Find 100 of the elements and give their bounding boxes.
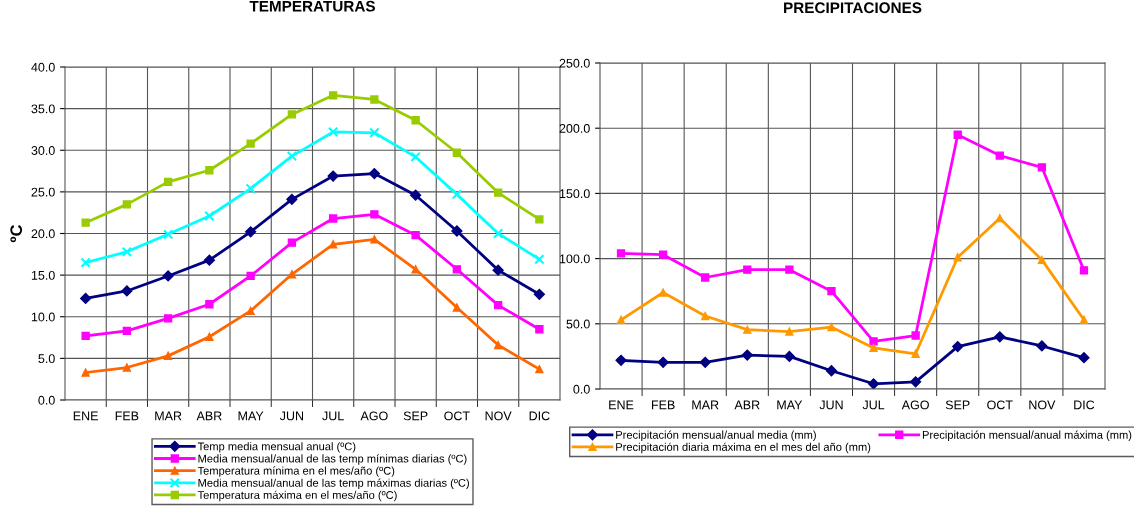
point bbox=[81, 368, 90, 377]
y-tick-label: 40.0 bbox=[31, 62, 55, 72]
x-tick-label: OCT bbox=[444, 411, 470, 421]
point bbox=[410, 189, 422, 201]
point bbox=[328, 240, 338, 249]
point bbox=[162, 270, 174, 282]
point bbox=[122, 363, 132, 372]
point bbox=[827, 287, 836, 296]
point bbox=[287, 110, 297, 119]
point bbox=[452, 148, 462, 157]
legend-label: Media mensual/anual de las temp mínimas diarias (ºC) bbox=[198, 454, 467, 465]
y-axis-title: ºC bbox=[10, 224, 23, 243]
point bbox=[451, 189, 463, 200]
point bbox=[204, 210, 215, 222]
x-tick-label: NOV bbox=[485, 411, 512, 421]
y-tick-label: 25.0 bbox=[31, 187, 55, 197]
x-tick-label: ABR bbox=[734, 400, 760, 410]
point bbox=[1078, 352, 1090, 364]
point bbox=[205, 300, 214, 309]
point bbox=[246, 139, 255, 148]
point bbox=[533, 288, 545, 300]
legend-label: Precipitación diaria máxima en el mes del año (mm) bbox=[616, 442, 871, 454]
legend-label: Temperatura mínima en el mes/año (ºC) bbox=[197, 466, 395, 477]
point bbox=[286, 193, 298, 205]
point bbox=[658, 288, 668, 297]
point bbox=[867, 378, 880, 389]
point bbox=[162, 229, 174, 240]
point bbox=[910, 376, 922, 388]
point bbox=[245, 183, 256, 194]
x-tick-label: NOV bbox=[1029, 400, 1056, 410]
x-tick-label: ABR bbox=[196, 411, 222, 421]
point bbox=[1037, 255, 1047, 265]
point bbox=[205, 332, 214, 341]
y-tick-label: 35.0 bbox=[31, 104, 55, 114]
point bbox=[785, 327, 794, 336]
point bbox=[368, 167, 380, 180]
x-tick-label: JUN bbox=[279, 411, 304, 421]
y-tick-label: 100.0 bbox=[559, 254, 590, 264]
x-tick-label: OCT bbox=[987, 400, 1013, 410]
point bbox=[534, 254, 545, 265]
point bbox=[616, 315, 626, 325]
point bbox=[535, 325, 544, 334]
point bbox=[953, 253, 962, 262]
point bbox=[825, 365, 838, 377]
point bbox=[246, 271, 255, 281]
point bbox=[121, 246, 133, 258]
point bbox=[205, 166, 214, 175]
point bbox=[163, 314, 173, 323]
point bbox=[122, 326, 132, 336]
point bbox=[163, 351, 173, 361]
y-tick-label: 5.0 bbox=[38, 354, 55, 364]
point bbox=[1037, 163, 1047, 172]
y-tick-label: 30.0 bbox=[31, 146, 55, 155]
y-tick-label: 0.0 bbox=[573, 384, 590, 394]
point bbox=[827, 322, 836, 332]
point bbox=[452, 303, 462, 312]
point bbox=[493, 188, 503, 197]
x-tick-label: JUN bbox=[819, 400, 843, 410]
point bbox=[658, 250, 668, 259]
point bbox=[410, 151, 421, 163]
chart-title: PRECIPITACIONES bbox=[784, 2, 922, 14]
point bbox=[328, 214, 338, 223]
point bbox=[911, 349, 920, 358]
point bbox=[121, 285, 133, 297]
point bbox=[246, 306, 255, 316]
x-tick-label: MAR bbox=[155, 411, 182, 421]
x-tick-label: FEB bbox=[115, 411, 139, 421]
point bbox=[370, 95, 379, 104]
legend-label: Temp media mensual anual (ºC) bbox=[197, 442, 356, 453]
point bbox=[81, 218, 90, 227]
y-tick-label: 0.0 bbox=[38, 395, 55, 405]
point bbox=[911, 331, 920, 340]
point bbox=[81, 331, 90, 341]
y-tick-label: 150.0 bbox=[559, 189, 590, 199]
y-tick-label: 200.0 bbox=[559, 124, 590, 133]
y-tick-label: 10.0 bbox=[31, 312, 55, 322]
point bbox=[869, 343, 878, 353]
point bbox=[370, 235, 379, 244]
point bbox=[493, 340, 503, 350]
legend-label: Precipitación mensual/anual máxima (mm) bbox=[922, 430, 1132, 441]
point bbox=[952, 341, 964, 353]
point bbox=[328, 91, 338, 100]
x-tick-label: DIC bbox=[1074, 400, 1095, 410]
x-tick-label: ENE bbox=[609, 400, 634, 410]
point bbox=[785, 265, 794, 274]
point bbox=[287, 270, 297, 279]
point bbox=[451, 225, 463, 237]
point bbox=[701, 311, 710, 321]
y-tick-label: 50.0 bbox=[566, 319, 590, 329]
point bbox=[535, 215, 544, 224]
point bbox=[741, 349, 753, 361]
point bbox=[245, 226, 257, 238]
point bbox=[699, 356, 711, 368]
x-tick-label: MAY bbox=[238, 411, 264, 421]
chart-title: TEMPERATURAS bbox=[249, 0, 375, 12]
point bbox=[657, 356, 669, 368]
point bbox=[411, 116, 420, 125]
point bbox=[1079, 315, 1089, 325]
legend-label: Precipitación mensual/anual media (mm) bbox=[616, 430, 816, 441]
point bbox=[122, 200, 132, 209]
